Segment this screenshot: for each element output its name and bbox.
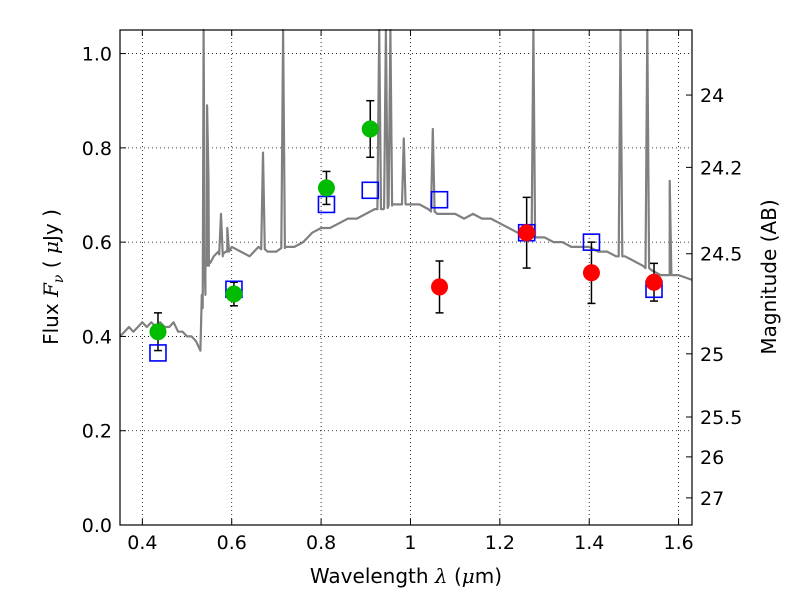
x-axis-label-unit-rest: m): [475, 564, 502, 588]
x-axis-label-unit-open: (: [448, 564, 462, 588]
spectrum-layer: [119, 28, 693, 352]
y-tick-label: 1.0: [82, 44, 112, 66]
y2-axis-label: Magnitude (AB): [757, 199, 781, 354]
x-axis-label-text: Wavelength: [310, 564, 435, 588]
x-axis-label-unit-mu: μ: [462, 564, 475, 588]
y-axis-label-unit-mu: μ: [39, 241, 63, 254]
photometry-point: [149, 323, 167, 341]
x-tick-label: 1.2: [485, 532, 515, 554]
x-tick-label: 1.4: [574, 532, 604, 554]
y-axis-label-unit-open: (: [39, 254, 63, 275]
photometry-point: [361, 120, 379, 138]
x-tick-label: 1.6: [663, 532, 693, 554]
marker-layer: [149, 120, 663, 362]
x-axis-label-symbol: λ: [434, 564, 448, 588]
x-tick-label: 1: [404, 532, 416, 554]
photometry-point: [582, 264, 600, 282]
errorbar-layer: [153, 99, 659, 352]
photometry-point: [518, 224, 536, 242]
photometry-point: [431, 278, 449, 296]
y2-tick-label: 24.2: [700, 157, 742, 179]
y-axis-label-unit-rest: Jy ): [39, 209, 63, 243]
model-square-marker: [430, 190, 449, 209]
model-square-marker: [361, 181, 380, 200]
x-tick-label: 0.4: [127, 532, 157, 554]
x-axis-label: Wavelength λ (μm): [310, 564, 502, 588]
y-axis-label-subscript: ν: [51, 274, 67, 283]
y-tick-label: 0.6: [82, 232, 112, 254]
y2-tick-label: 24.5: [700, 244, 742, 266]
photometry-point: [225, 285, 243, 303]
plot-frame: [119, 29, 693, 526]
model-square-marker: [582, 233, 601, 251]
model-square-marker: [149, 344, 167, 362]
y2-tick-label: 24: [700, 85, 724, 107]
y-tick-label: 0.8: [82, 138, 112, 160]
spectrum-line: [119, 28, 693, 352]
y-axis-label-text: Flux: [39, 297, 63, 345]
y2-tick-label: 27: [700, 488, 724, 510]
photometry-point: [645, 273, 663, 291]
photometry-point: [317, 179, 335, 197]
y-axis-label-symbol: F: [39, 282, 63, 298]
x-tick-label: 0.8: [306, 532, 336, 554]
tick-layer: 0.4 0.6 0.8 1 1.2 1.4 1.6 0.0 0.2 0.4 0.6 0.8 1.0 24 2…: [82, 30, 742, 554]
y2-tick-label: 26: [700, 447, 724, 469]
y-axis-label: Flux Fν ( μJy ): [39, 209, 67, 345]
y2-tick-label: 25: [700, 344, 724, 366]
y-tick-label: 0.2: [82, 421, 112, 443]
y-tick-label: 0.4: [82, 326, 112, 348]
y-tick-label: 0.0: [82, 515, 112, 537]
x-tick-label: 0.6: [217, 532, 247, 554]
y2-tick-label: 25.5: [700, 407, 742, 429]
